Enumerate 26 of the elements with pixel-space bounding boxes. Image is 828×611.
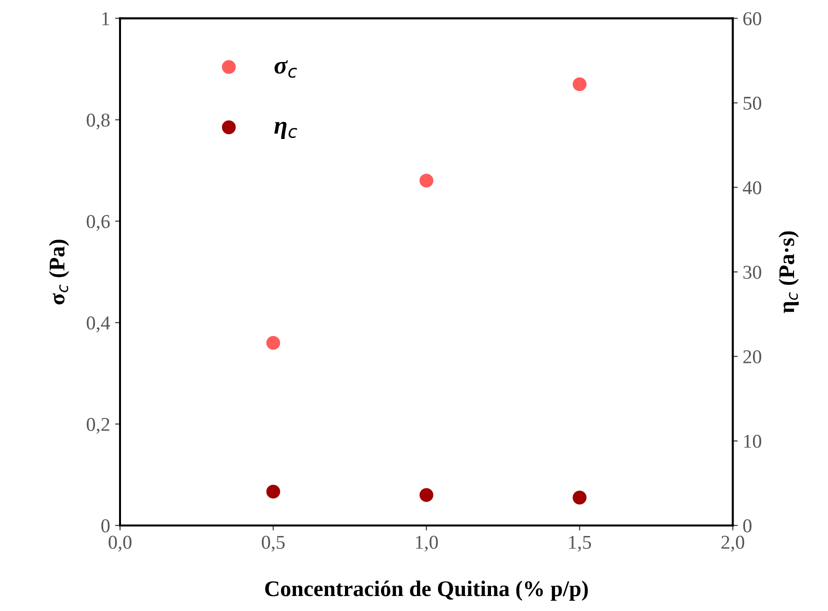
y2-tick-label: 30 bbox=[743, 266, 762, 279]
point bbox=[572, 77, 587, 92]
y-tick-label: 0,4 bbox=[86, 316, 110, 332]
y2-tick-label: 60 bbox=[743, 12, 762, 26]
y2-tick-label: 20 bbox=[743, 350, 762, 364]
x-tick-label: 0,5 bbox=[262, 536, 285, 552]
y-tick-label: 0,8 bbox=[86, 114, 110, 130]
legend-label: η$_{c}$ bbox=[274, 122, 298, 139]
y-tick-label: 0,6 bbox=[86, 215, 110, 231]
y2-tick-label: 10 bbox=[744, 434, 762, 448]
x-tick-label: 1,5 bbox=[569, 536, 591, 552]
y2-tick-label: 40 bbox=[742, 181, 762, 194]
point bbox=[420, 174, 434, 188]
x-tick-label: 2,0 bbox=[721, 536, 744, 552]
x-tick-label: 0,0 bbox=[108, 536, 132, 552]
y-tick-label: 1 bbox=[102, 12, 110, 26]
legend-label: σ$_{c}$ bbox=[274, 60, 297, 78]
x-tick-label: 1,0 bbox=[416, 536, 438, 552]
y2-tick-label: 0 bbox=[743, 519, 752, 532]
y-tick-label: 0,2 bbox=[86, 418, 110, 434]
y-tick-label: 0 bbox=[101, 519, 110, 532]
point bbox=[266, 336, 280, 350]
y-axis-title: σ$_{c}$ (Pa) bbox=[48, 240, 70, 304]
x-axis-title: Concentración de Quitina (% p/p) bbox=[265, 580, 588, 601]
y2-tick-label: 50 bbox=[744, 96, 762, 110]
y2-axis-title: η$_{c}$ (Pa·s) bbox=[778, 231, 799, 314]
